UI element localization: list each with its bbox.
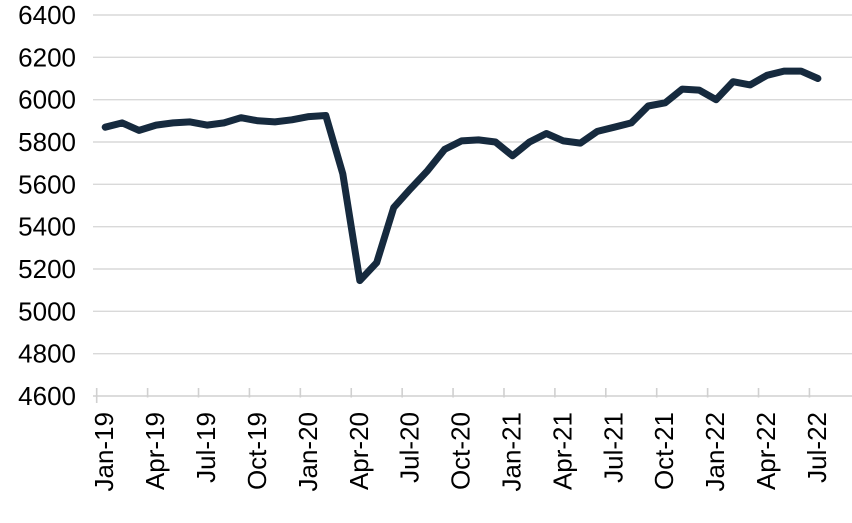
x-axis-tick-label: Jan-21 — [496, 412, 526, 492]
y-axis-tick-label: 5000 — [18, 296, 76, 326]
x-axis-tick-label: Jan-22 — [700, 412, 730, 492]
y-axis-tick-label: 5200 — [18, 254, 76, 284]
y-axis-tick-label: 4600 — [18, 381, 76, 411]
x-axis-labels: Jan-19 Apr-19 Jul-19 Oct-19 Jan-20 Apr-20 Jul-… — [89, 412, 832, 492]
x-axis-tick-label: Jan-19 — [89, 412, 119, 492]
x-axis-tick-label: Apr-22 — [751, 412, 781, 490]
x-axis-tick-label: Jul-19 — [191, 412, 221, 483]
x-axis-tick-label: Apr-21 — [547, 412, 577, 490]
y-axis-tick-label: 4800 — [18, 339, 76, 369]
gridlines — [93, 14, 852, 397]
y-axis-tick-label: 6000 — [18, 85, 76, 115]
x-axis-tick-label: Jul-22 — [802, 412, 832, 483]
x-axis-tick-label: Jul-21 — [598, 412, 628, 483]
x-axis-tick-label: Apr-19 — [140, 412, 170, 490]
y-axis-labels: 4600 4800 5000 5200 5400 5600 5800 6000 6200 6400 — [18, 0, 76, 411]
x-axis-tick-label: Apr-20 — [344, 412, 374, 490]
x-axis-tick-label: Oct-20 — [446, 412, 476, 490]
x-axis-tick-label: Oct-21 — [649, 412, 679, 490]
data-series-line — [101, 67, 822, 285]
y-axis-tick-label: 6400 — [18, 0, 76, 30]
y-axis-tick-label: 6200 — [18, 42, 76, 72]
x-axis-tick-label: Jul-20 — [395, 412, 425, 483]
y-axis-tick-label: 5800 — [18, 127, 76, 157]
x-axis-tick-label: Oct-19 — [242, 412, 272, 490]
x-axis-ticks — [95, 388, 811, 403]
x-axis-tick-label: Jan-20 — [293, 412, 323, 492]
y-axis-tick-label: 5600 — [18, 169, 76, 199]
y-axis-tick-label: 5400 — [18, 212, 76, 242]
